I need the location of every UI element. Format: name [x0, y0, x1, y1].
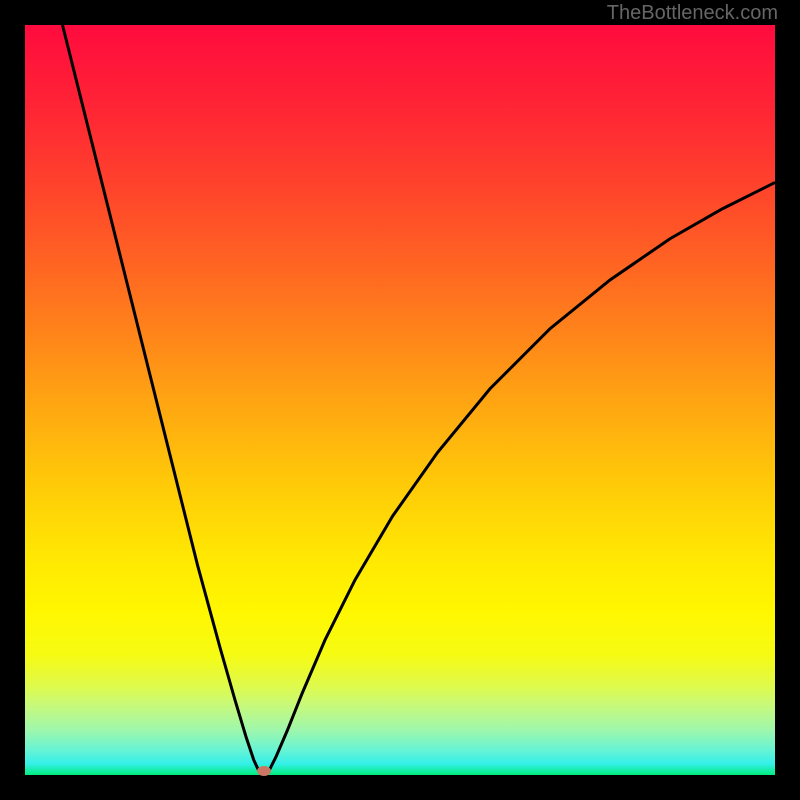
watermark-text: TheBottleneck.com — [607, 2, 778, 25]
bottleneck-curve — [25, 25, 775, 775]
chart-plot-area — [25, 25, 775, 775]
minimum-marker — [257, 766, 271, 776]
